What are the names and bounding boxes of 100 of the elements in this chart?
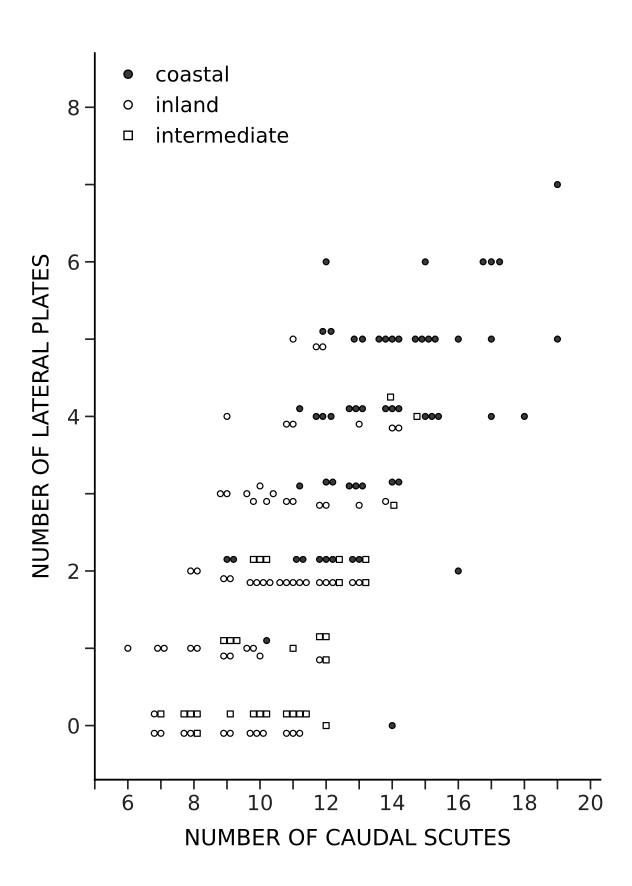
point bbox=[422, 412, 429, 420]
point bbox=[263, 636, 270, 644]
point bbox=[256, 710, 264, 718]
y-tick-label: 4 bbox=[68, 409, 80, 424]
y-tick-label: 8 bbox=[68, 100, 79, 116]
point bbox=[250, 710, 257, 718]
point bbox=[412, 336, 419, 343]
point bbox=[290, 710, 297, 718]
point bbox=[312, 412, 320, 420]
point bbox=[230, 556, 238, 563]
point bbox=[358, 482, 366, 490]
point bbox=[316, 633, 324, 640]
point bbox=[250, 556, 257, 563]
point bbox=[358, 405, 366, 412]
point bbox=[296, 405, 304, 412]
point bbox=[328, 412, 335, 420]
point bbox=[496, 258, 504, 266]
point bbox=[520, 412, 528, 420]
point bbox=[316, 556, 324, 563]
point bbox=[292, 556, 300, 563]
point bbox=[282, 710, 290, 718]
point bbox=[296, 710, 304, 718]
point bbox=[187, 710, 194, 718]
point bbox=[388, 336, 396, 343]
y-axis-title: NUMBER OF LATERAL PLATES bbox=[32, 254, 49, 578]
point bbox=[352, 405, 360, 412]
point bbox=[322, 556, 330, 563]
point bbox=[356, 556, 363, 563]
point bbox=[424, 336, 432, 343]
point bbox=[194, 710, 201, 718]
point bbox=[382, 336, 390, 343]
point bbox=[454, 567, 462, 575]
x-tick-label: 20 bbox=[578, 794, 602, 810]
point bbox=[336, 556, 343, 563]
point bbox=[358, 336, 366, 343]
point bbox=[322, 633, 330, 640]
x-tick-label: 10 bbox=[249, 794, 272, 810]
point bbox=[480, 258, 487, 266]
point bbox=[350, 336, 358, 343]
x-tick-label: 18 bbox=[513, 794, 536, 810]
point bbox=[256, 556, 264, 563]
point bbox=[554, 180, 562, 188]
point bbox=[488, 336, 495, 343]
point bbox=[428, 412, 436, 420]
point bbox=[226, 710, 234, 718]
point bbox=[488, 258, 495, 266]
y-tick-label: 6 bbox=[68, 254, 79, 270]
point bbox=[226, 636, 234, 644]
point bbox=[329, 556, 336, 563]
point bbox=[233, 636, 240, 644]
point bbox=[488, 412, 495, 420]
point bbox=[348, 556, 356, 563]
point bbox=[319, 328, 326, 335]
point bbox=[422, 258, 429, 266]
point bbox=[336, 579, 343, 586]
point bbox=[322, 478, 330, 486]
point bbox=[388, 722, 396, 730]
point bbox=[263, 556, 270, 563]
point bbox=[194, 730, 201, 737]
point bbox=[346, 405, 353, 412]
x-tick-label: 6 bbox=[122, 794, 134, 810]
point bbox=[554, 336, 562, 343]
point bbox=[223, 556, 231, 563]
point bbox=[157, 710, 164, 718]
point bbox=[432, 336, 439, 343]
y-tick-label: 2 bbox=[68, 563, 78, 579]
point bbox=[290, 644, 297, 652]
y-tick-label: 0 bbox=[68, 718, 79, 734]
legend-label: inland bbox=[157, 96, 218, 112]
point bbox=[375, 336, 383, 343]
point bbox=[322, 258, 330, 266]
point bbox=[322, 722, 330, 730]
point bbox=[388, 405, 396, 412]
point bbox=[263, 710, 270, 718]
x-tick-label: 8 bbox=[188, 794, 200, 810]
point bbox=[395, 405, 402, 412]
point bbox=[296, 482, 304, 490]
point bbox=[299, 556, 307, 563]
x-tick-label: 16 bbox=[447, 794, 470, 810]
point bbox=[388, 478, 396, 486]
point bbox=[395, 478, 402, 486]
point bbox=[319, 412, 326, 420]
point bbox=[328, 328, 335, 335]
point bbox=[454, 336, 462, 343]
point bbox=[390, 502, 398, 509]
point bbox=[362, 556, 370, 563]
point bbox=[434, 412, 442, 420]
point bbox=[386, 394, 394, 401]
point bbox=[329, 478, 336, 486]
point bbox=[382, 405, 390, 412]
point bbox=[302, 710, 310, 718]
x-axis-title: NUMBER OF CAUDAL SCUTES bbox=[186, 828, 510, 846]
point bbox=[352, 482, 360, 490]
point bbox=[395, 336, 402, 343]
point bbox=[220, 636, 228, 644]
point bbox=[346, 482, 353, 490]
x-tick-label: 14 bbox=[381, 794, 404, 810]
point bbox=[413, 412, 421, 420]
point bbox=[180, 710, 188, 718]
point bbox=[362, 579, 370, 586]
